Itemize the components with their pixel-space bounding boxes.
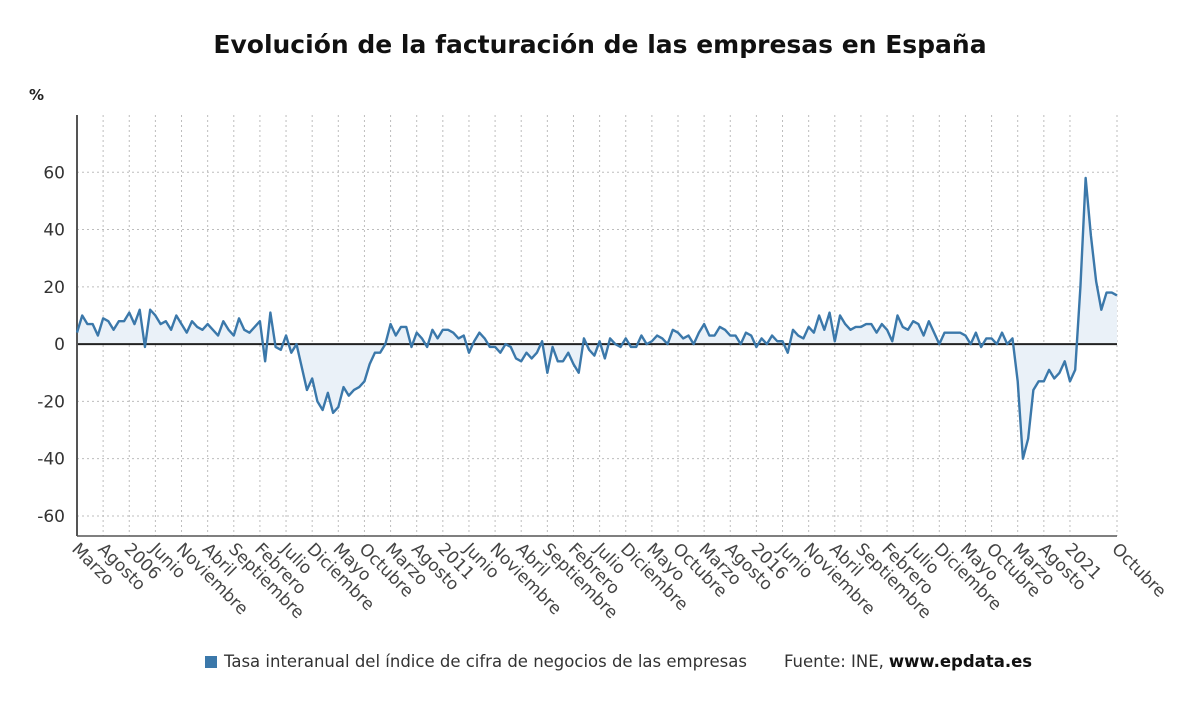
y-tick-label: -60	[37, 507, 65, 527]
legend-swatch	[205, 655, 217, 668]
chart-title: Evolución de la facturación de las empre…	[213, 30, 987, 59]
line-chart: 60 40 20 0 -20 -40 -60 MarzoAgosto2006JunioNov…	[29, 86, 1170, 623]
legend-label: Tasa interanual del índice de cifra de n…	[224, 652, 747, 671]
y-tick-label: 20	[43, 278, 65, 298]
area-fill	[77, 178, 1117, 459]
y-tick-label: -20	[37, 392, 65, 412]
x-tick-label: Octubre	[1107, 539, 1169, 601]
y-axis-unit-label: %	[29, 86, 44, 104]
source-prefix: Fuente: INE,	[783, 652, 884, 671]
y-tick-label: 0	[54, 335, 65, 355]
grid-lines	[76, 115, 1118, 536]
y-tick-label: 40	[43, 221, 65, 241]
y-tick-label: 60	[43, 163, 65, 183]
y-axis-ticks: 60 40 20 0 -20 -40 -60	[37, 163, 65, 527]
y-tick-label: -40	[37, 450, 65, 470]
series-line	[75, 176, 1118, 460]
legend: Tasa interanual del índice de cifra de n…	[205, 652, 1032, 671]
x-axis-ticks: MarzoAgosto2006JunioNoviembreAbrilSeptie…	[67, 539, 1169, 623]
source-url[interactable]: www.epdata.es	[888, 652, 1033, 671]
